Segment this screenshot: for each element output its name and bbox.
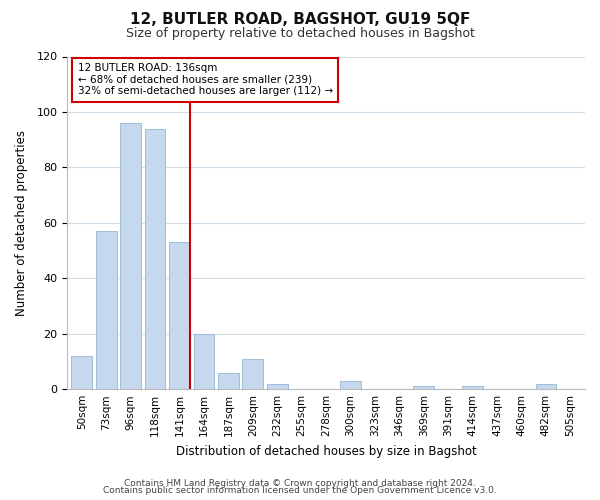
Bar — [71, 356, 92, 389]
Bar — [340, 381, 361, 389]
Bar — [121, 123, 141, 389]
Bar — [413, 386, 434, 389]
Bar — [96, 231, 116, 389]
Bar — [194, 334, 214, 389]
X-axis label: Distribution of detached houses by size in Bagshot: Distribution of detached houses by size … — [176, 444, 476, 458]
Text: 12 BUTLER ROAD: 136sqm
← 68% of detached houses are smaller (239)
32% of semi-de: 12 BUTLER ROAD: 136sqm ← 68% of detached… — [77, 63, 332, 96]
Text: Contains HM Land Registry data © Crown copyright and database right 2024.: Contains HM Land Registry data © Crown c… — [124, 478, 476, 488]
Bar — [218, 372, 239, 389]
Text: Size of property relative to detached houses in Bagshot: Size of property relative to detached ho… — [125, 28, 475, 40]
Text: 12, BUTLER ROAD, BAGSHOT, GU19 5QF: 12, BUTLER ROAD, BAGSHOT, GU19 5QF — [130, 12, 470, 28]
Y-axis label: Number of detached properties: Number of detached properties — [15, 130, 28, 316]
Bar — [169, 242, 190, 389]
Bar — [242, 358, 263, 389]
Text: Contains public sector information licensed under the Open Government Licence v3: Contains public sector information licen… — [103, 486, 497, 495]
Bar — [536, 384, 556, 389]
Bar — [462, 386, 483, 389]
Bar — [267, 384, 287, 389]
Bar — [145, 128, 166, 389]
